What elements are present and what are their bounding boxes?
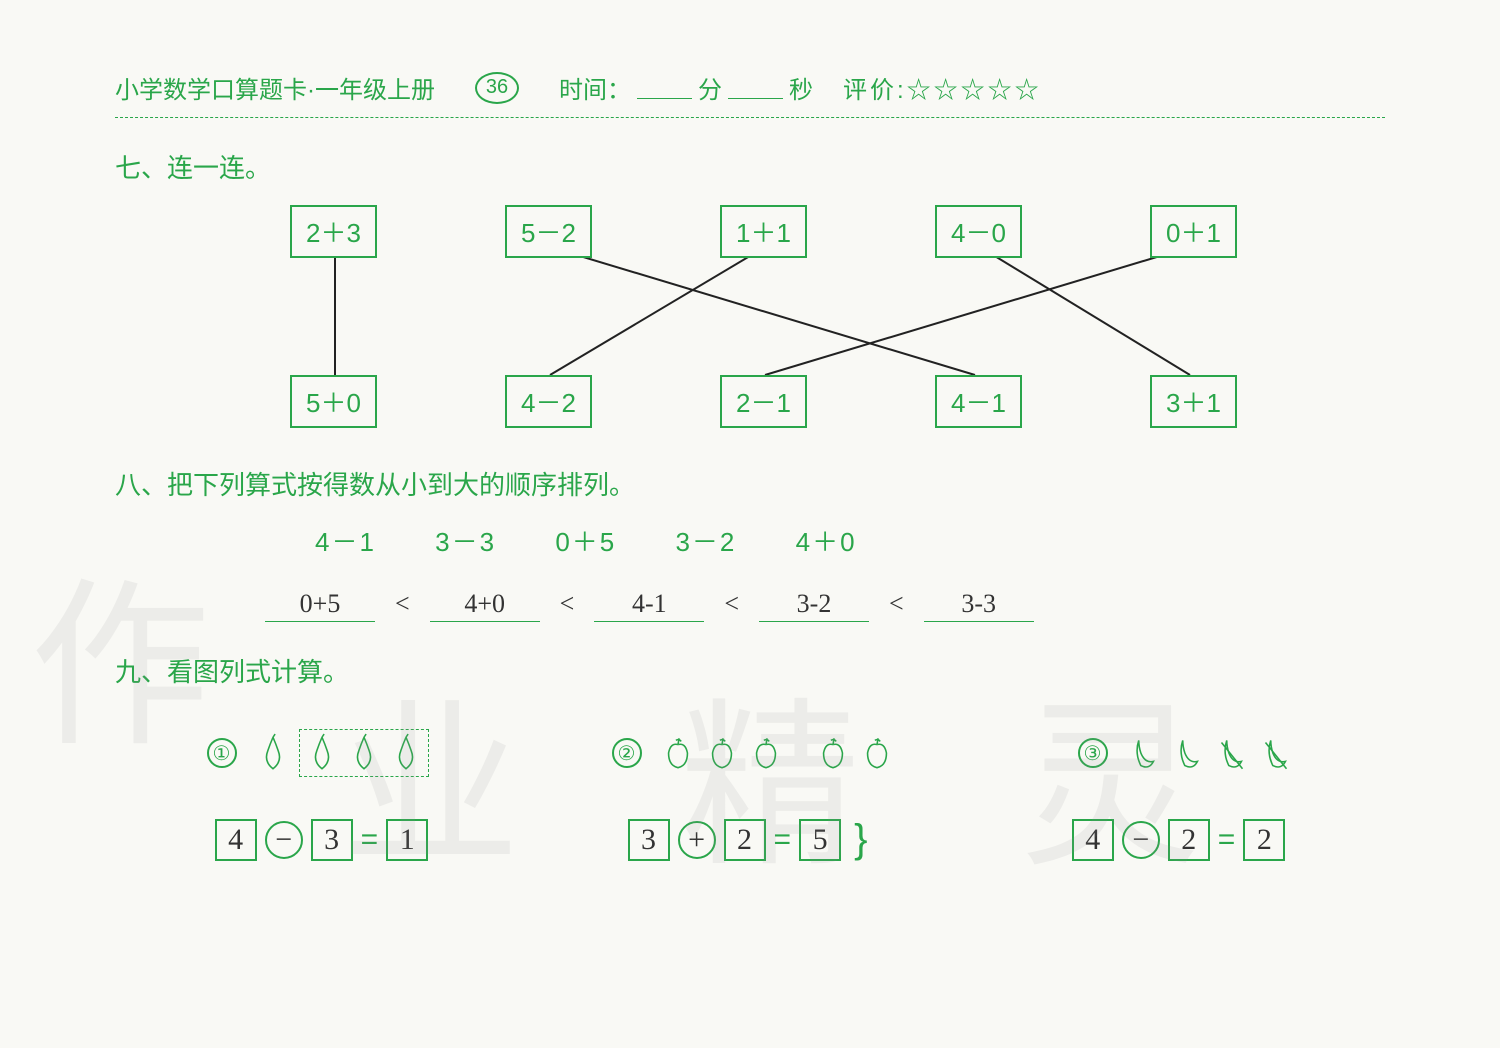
equals-sign: = xyxy=(361,823,379,857)
section7-title: 七、连一连。 xyxy=(115,148,1385,185)
expr-box-top: 4－0 xyxy=(935,205,1022,258)
given-expr: 3－3 xyxy=(435,527,496,557)
section8-content: 4－1 3－3 0＋5 3－2 4＋0 0+5 < 4+0 < 4-1 < 3-… xyxy=(115,522,1385,622)
apple-icon xyxy=(748,732,784,774)
equation1: 4 − 3 = 1 xyxy=(215,817,429,862)
dashed-group xyxy=(299,729,429,777)
given-expr: 0＋5 xyxy=(555,527,616,557)
answer-blank: 4+0 xyxy=(430,589,540,622)
problem-number: ③ xyxy=(1078,738,1108,768)
answer-row: 0+5 < 4+0 < 4-1 < 3-2 < 3-3 xyxy=(265,589,1385,622)
eq-operand: 3 xyxy=(628,819,670,861)
banana-icon xyxy=(1126,732,1162,774)
problem1-figures: ① xyxy=(207,729,429,777)
book-title: 小学数学口算题卡·一年级上册 xyxy=(115,70,435,105)
expr-box-bottom: 5＋0 xyxy=(290,375,377,428)
section9-title: 九、看图列式计算。 xyxy=(115,652,1385,689)
eq-result: 1 xyxy=(386,819,428,861)
worksheet-header: 小学数学口算题卡·一年级上册 36 时间： 分 秒 评价:☆☆☆☆☆ xyxy=(115,70,1385,118)
problem-number: ① xyxy=(207,738,237,768)
eq-operand: 3 xyxy=(311,819,353,861)
given-expr: 4＋0 xyxy=(796,527,857,557)
expr-box-top: 2＋3 xyxy=(290,205,377,258)
less-than-sign: < xyxy=(879,589,914,619)
banana-crossed-icon xyxy=(1258,732,1294,774)
pear-icon xyxy=(255,732,291,774)
expr-box-bottom: 3＋1 xyxy=(1150,375,1237,428)
apple-icon xyxy=(815,732,851,774)
figures-row: ① ② ③ xyxy=(115,729,1385,777)
given-expressions: 4－1 3－3 0＋5 3－2 4＋0 xyxy=(315,522,1385,559)
given-expr: 3－2 xyxy=(675,527,736,557)
apple-icon xyxy=(859,732,895,774)
time-section: 时间： 分 秒 xyxy=(559,70,813,105)
second-label: 秒 xyxy=(789,70,813,105)
problem2-figures: ② xyxy=(612,732,895,774)
pear-icon xyxy=(304,732,340,774)
equals-sign: = xyxy=(1218,823,1236,857)
expr-box-bottom: 2－1 xyxy=(720,375,807,428)
equation3: 4 − 2 = 2 xyxy=(1072,817,1286,862)
second-blank xyxy=(728,77,783,99)
rating-stars: ☆☆☆☆☆ xyxy=(907,77,1042,104)
banana-icon xyxy=(1170,732,1206,774)
apple-icon xyxy=(660,732,696,774)
answer-blank: 3-3 xyxy=(924,589,1034,622)
answer-blank: 0+5 xyxy=(265,589,375,622)
equations-row: 4 − 3 = 1 3 + 2 = 5 } 4 − 2 = 2 xyxy=(115,817,1385,862)
less-than-sign: < xyxy=(714,589,749,619)
problem-number: ② xyxy=(612,738,642,768)
section9-content: ① ② ③ 4 − xyxy=(115,729,1385,862)
section8-title: 八、把下列算式按得数从小到大的顺序排列。 xyxy=(115,465,1385,502)
banana-crossed-icon xyxy=(1214,732,1250,774)
eq-operator: − xyxy=(1122,821,1160,859)
expr-box-bottom: 4－2 xyxy=(505,375,592,428)
given-expr: 4－1 xyxy=(315,527,376,557)
less-than-sign: < xyxy=(550,589,585,619)
section7-content: 2＋3 5－2 1＋1 4－0 0＋1 5＋0 4－2 2－1 4－1 3＋1 xyxy=(115,205,1385,435)
expr-box-top: 1＋1 xyxy=(720,205,807,258)
equals-sign: = xyxy=(774,823,792,857)
eq-operand: 2 xyxy=(1168,819,1210,861)
minute-label: 分 xyxy=(698,70,722,105)
page-number: 36 xyxy=(475,72,519,104)
apple-icon xyxy=(704,732,740,774)
expr-box-top: 5－2 xyxy=(505,205,592,258)
eq-result: 5 xyxy=(799,819,841,861)
eq-operand: 4 xyxy=(215,819,257,861)
pear-icon xyxy=(388,732,424,774)
expr-box-bottom: 4－1 xyxy=(935,375,1022,428)
less-than-sign: < xyxy=(385,589,420,619)
brace-icon: } xyxy=(854,817,867,862)
answer-blank: 4-1 xyxy=(594,589,704,622)
minute-blank xyxy=(637,77,692,99)
eq-operand: 4 xyxy=(1072,819,1114,861)
eq-result: 2 xyxy=(1243,819,1285,861)
rating-label: 评价: xyxy=(843,77,907,104)
pear-icon xyxy=(346,732,382,774)
eq-operator: − xyxy=(265,821,303,859)
problem3-figures: ③ xyxy=(1078,732,1294,774)
time-label: 时间： xyxy=(559,70,631,105)
answer-blank: 3-2 xyxy=(759,589,869,622)
eq-operand: 2 xyxy=(724,819,766,861)
eq-operator: + xyxy=(678,821,716,859)
rating-section: 评价:☆☆☆☆☆ xyxy=(843,70,1042,105)
expr-box-top: 0＋1 xyxy=(1150,205,1237,258)
equation2: 3 + 2 = 5 } xyxy=(628,817,873,862)
